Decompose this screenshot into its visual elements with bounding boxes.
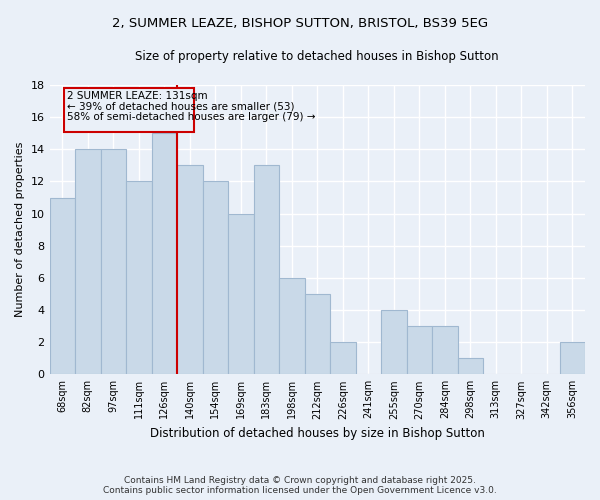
Bar [254,166,279,374]
Bar [228,214,254,374]
FancyBboxPatch shape [64,88,194,132]
Bar [50,198,75,374]
Text: 2 SUMMER LEAZE: 131sqm: 2 SUMMER LEAZE: 131sqm [67,92,208,102]
Bar [458,358,483,374]
Bar [432,326,458,374]
X-axis label: Distribution of detached houses by size in Bishop Sutton: Distribution of detached houses by size … [150,427,485,440]
Text: Contains HM Land Registry data © Crown copyright and database right 2025.
Contai: Contains HM Land Registry data © Crown c… [103,476,497,495]
Bar [75,150,101,374]
Text: 58% of semi-detached houses are larger (79) →: 58% of semi-detached houses are larger (… [67,112,316,122]
Bar [152,133,177,374]
Text: 2, SUMMER LEAZE, BISHOP SUTTON, BRISTOL, BS39 5EG: 2, SUMMER LEAZE, BISHOP SUTTON, BRISTOL,… [112,18,488,30]
Bar [279,278,305,374]
Bar [560,342,585,374]
Text: ← 39% of detached houses are smaller (53): ← 39% of detached houses are smaller (53… [67,102,295,112]
Title: Size of property relative to detached houses in Bishop Sutton: Size of property relative to detached ho… [136,50,499,63]
Y-axis label: Number of detached properties: Number of detached properties [15,142,25,318]
Bar [330,342,356,374]
Bar [305,294,330,374]
Bar [381,310,407,374]
Bar [101,150,126,374]
Bar [203,182,228,374]
Bar [407,326,432,374]
Bar [126,182,152,374]
Bar [177,166,203,374]
